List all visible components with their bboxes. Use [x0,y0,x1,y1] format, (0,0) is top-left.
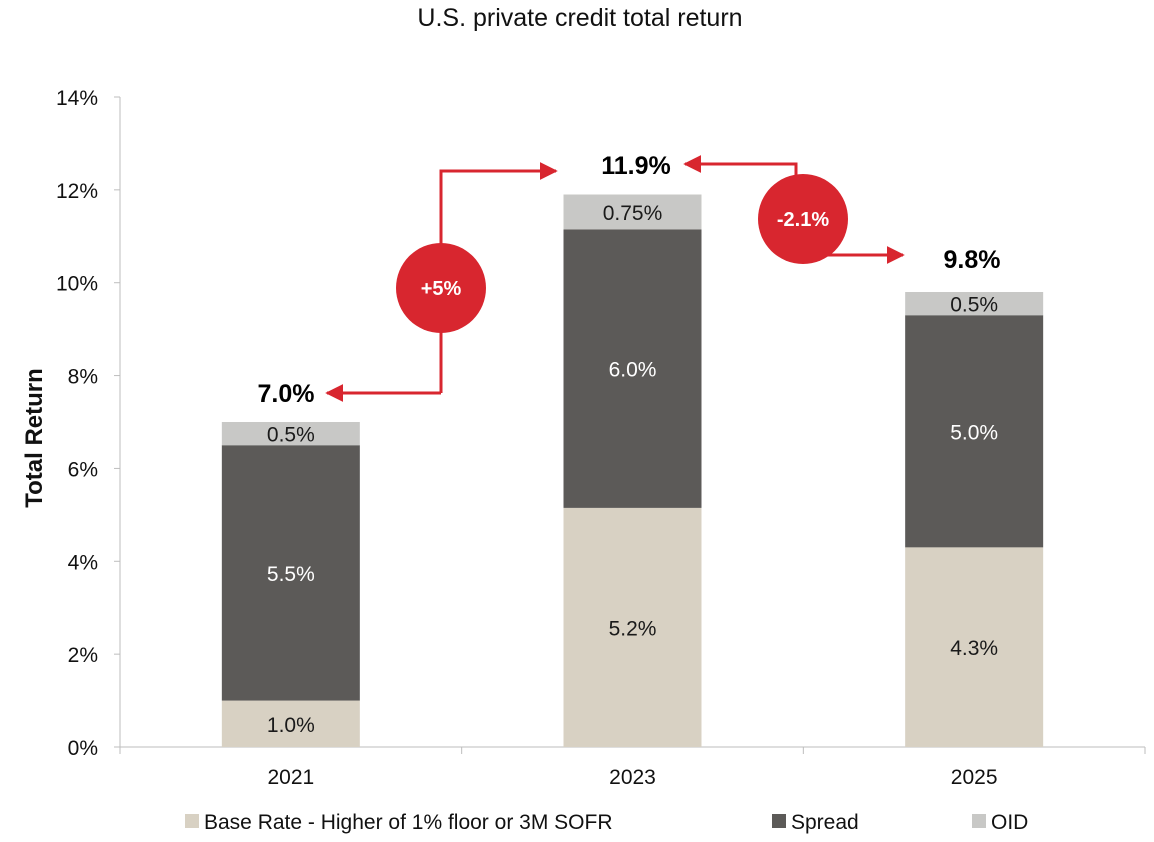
bar-segment [221,422,360,446]
y-tick-label: 14% [56,87,98,110]
bar-data-label: 5.0% [950,421,998,444]
bar-data-label: 0.75% [603,202,663,225]
bar-segment [905,292,1044,316]
total-label: 7.0% [258,380,315,408]
bar-segment [221,700,360,747]
annotations: 7.0% 11.9% 9.8% +5% -2.1% [258,152,1001,408]
bar-segment [563,229,702,508]
legend: Base Rate - Higher of 1% floor or 3M SOF… [185,811,1028,834]
bar-segment [563,194,702,230]
bar-data-label: 5.5% [267,563,315,586]
legend-swatch [772,814,786,828]
chart-title: U.S. private credit total return [417,4,742,32]
bar-segment [905,315,1044,548]
y-tick-label: 12% [56,180,98,203]
y-tick-label: 2% [68,644,98,667]
bar-data-label: 5.2% [609,617,657,640]
bar-data-label: 0.5% [950,294,998,317]
bar-segment [221,445,360,701]
decrease-arrow-left [683,155,798,175]
bars: 1.0% 5.5% 0.5% 5.2% 6.0% 0.75% 4.3% 5.0% 0.5% [221,194,1044,747]
y-tick-label: 6% [68,458,98,481]
change-badge-label: +5% [421,278,462,300]
x-tick-label: 2021 [267,766,314,789]
change-badge [758,174,848,264]
x-tick-label: 2025 [951,766,998,789]
bar-data-label: 6.0% [609,359,657,382]
x-tick-label: 2023 [609,766,656,789]
axes: 0% 2% 4% 6% 8% 10% 12% 14% 2021 2023 2025 [56,87,1146,789]
y-tick-label: 10% [56,273,98,296]
legend-label: Base Rate - Higher of 1% floor or 3M SOF… [204,811,613,834]
total-label: 9.8% [944,246,1001,274]
total-label: 11.9% [601,152,671,180]
y-tick-label: 0% [68,737,98,760]
bar-data-label: 1.0% [267,714,315,737]
legend-swatch [972,814,986,828]
bar-data-label: 0.5% [267,424,315,447]
legend-label: OID [991,811,1028,834]
legend-swatch [185,814,199,828]
legend-label: Spread [791,811,859,834]
bar-data-label: 4.3% [950,637,998,660]
bar-segment [563,507,702,747]
bar-segment [905,547,1044,747]
change-badge [396,243,486,333]
y-axis-label: Total Return [21,368,48,508]
y-tick-label: 4% [68,551,98,574]
y-tick-label: 8% [68,366,98,389]
change-badge-label: -2.1% [777,209,829,231]
